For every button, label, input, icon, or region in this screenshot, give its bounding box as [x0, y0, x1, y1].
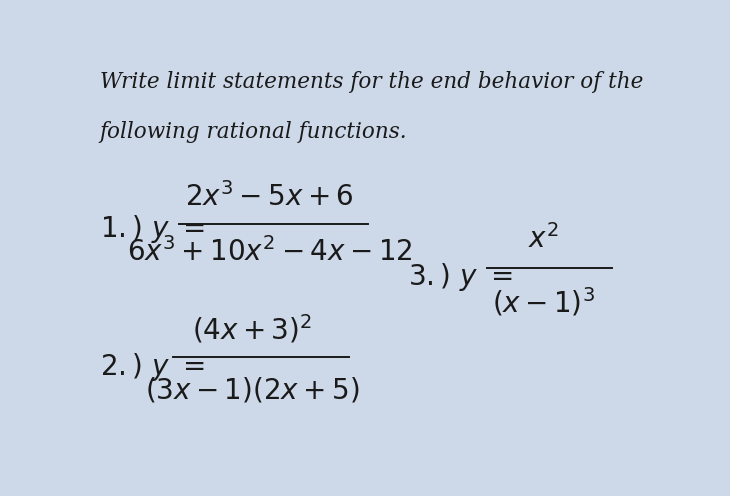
Text: $1.)\ y\ =$: $1.)\ y\ =$ — [100, 213, 204, 246]
Text: $2.)\ y\ =$: $2.)\ y\ =$ — [100, 351, 204, 383]
Text: $6x^3+10x^2-4x-12$: $6x^3+10x^2-4x-12$ — [127, 238, 412, 267]
Text: $3.)\ y\ =$: $3.)\ y\ =$ — [408, 261, 513, 293]
Text: Write limit statements for the end behavior of the: Write limit statements for the end behav… — [100, 71, 643, 93]
Text: $2x^3-5x+6$: $2x^3-5x+6$ — [185, 182, 354, 212]
Text: following rational functions.: following rational functions. — [100, 121, 407, 143]
Text: $x^2$: $x^2$ — [529, 224, 559, 254]
Text: $(4x+3)^2$: $(4x+3)^2$ — [193, 312, 312, 345]
Text: $(x-1)^3$: $(x-1)^3$ — [493, 286, 595, 318]
Text: $(3x-1)(2x+5)$: $(3x-1)(2x+5)$ — [145, 375, 360, 404]
